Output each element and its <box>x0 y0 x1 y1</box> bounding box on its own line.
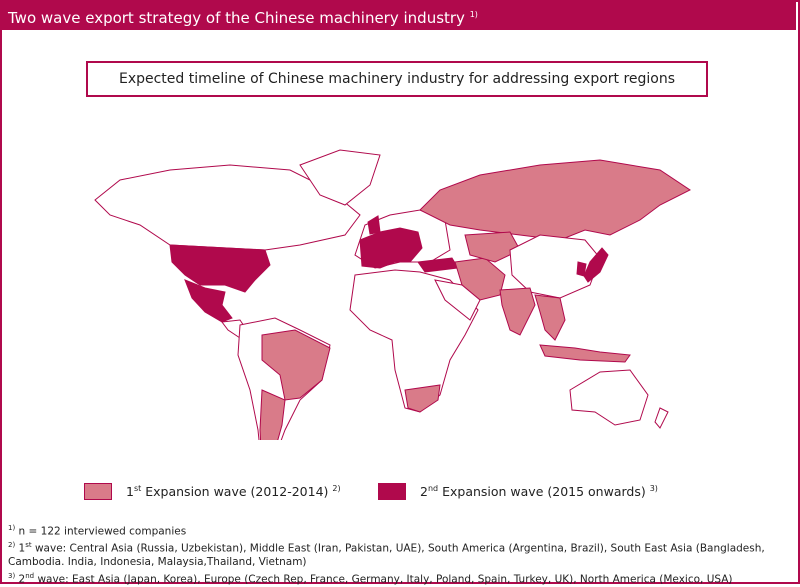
greenland <box>299 149 381 206</box>
africa <box>349 269 479 413</box>
legend-sup: st <box>133 483 142 493</box>
title-note: 1) <box>469 10 478 19</box>
south-east-asia <box>534 294 566 341</box>
footnote: 3) 2nd wave: East Asia (Japan, Korea), E… <box>8 570 768 587</box>
subtitle: Expected timeline of Chinese machinery i… <box>86 61 708 97</box>
korea <box>576 261 587 277</box>
china <box>509 234 601 299</box>
western-europe <box>359 227 423 269</box>
legend-label: 1st Expansion wave (2012-2014) 2) <box>126 484 341 499</box>
footnote: 1) n = 122 interviewed companies <box>8 522 768 539</box>
footnote-num: 2 <box>15 573 26 585</box>
india <box>499 287 536 336</box>
new-zealand <box>654 407 669 429</box>
russia <box>419 159 691 241</box>
uk <box>367 215 381 235</box>
north-america <box>94 164 361 251</box>
legend-item: 1st Expansion wave (2012-2014) 2) <box>84 483 341 500</box>
footnote-text: wave: East Asia (Japan, Korea), Europe (… <box>34 573 733 585</box>
footnote-marker: 1) <box>8 524 16 532</box>
legend-text: Expansion wave (2015 onwards) <box>438 484 650 500</box>
legend-note: 3) <box>649 483 658 493</box>
legend-label: 2nd Expansion wave (2015 onwards) 3) <box>420 484 658 499</box>
header: Two wave export strategy of the Chinese … <box>0 0 796 30</box>
legend-num: 2 <box>420 484 428 500</box>
legend-item: 2nd Expansion wave (2015 onwards) 3) <box>378 483 658 500</box>
arabia <box>434 279 481 321</box>
footnote-marker: 2) <box>8 541 16 549</box>
legend-swatch <box>84 483 112 500</box>
south-africa <box>404 384 441 413</box>
central-asia <box>464 231 521 263</box>
legend-note: 2) <box>332 483 341 493</box>
indonesia <box>539 344 631 363</box>
legend-swatch <box>378 483 406 500</box>
usa <box>169 244 271 293</box>
footnote: 2) 1st wave: Central Asia (Russia, Uzbek… <box>8 539 768 570</box>
legend-text: Expansion wave (2012-2014) <box>141 484 333 500</box>
world-map <box>94 149 691 440</box>
footnote-text: n = 122 interviewed companies <box>15 525 187 538</box>
footnote-text: wave: Central Asia (Russia, Uzbekistan),… <box>8 542 765 569</box>
footnote-sup: st <box>25 541 32 549</box>
legend-num: 1 <box>126 484 134 500</box>
title: Two wave export strategy of the Chinese … <box>8 9 465 27</box>
brazil <box>261 329 331 401</box>
mexico <box>184 279 233 323</box>
footnote-marker: 3) <box>8 571 16 580</box>
footnotes: 1) n = 122 interviewed companies 2) 1st … <box>8 522 768 587</box>
australia <box>569 369 649 426</box>
argentina <box>259 389 286 440</box>
footnote-num: 1 <box>15 542 26 555</box>
footnote-sup: nd <box>25 571 35 580</box>
legend-sup: nd <box>427 483 439 493</box>
